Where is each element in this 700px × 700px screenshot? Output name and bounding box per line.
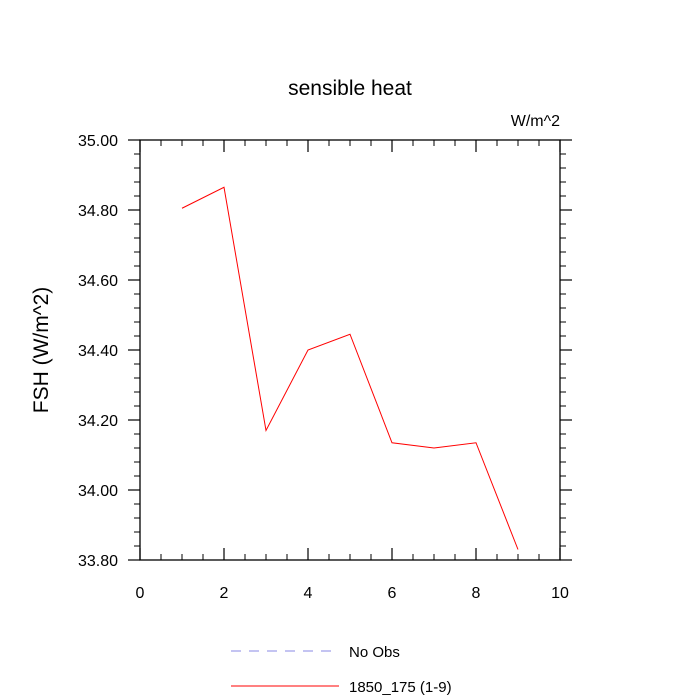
x-tick-label: 10: [551, 585, 569, 602]
series-layer: [181, 186, 519, 550]
y-tick-label: 34.20: [78, 413, 118, 430]
y-axis-label: FSH (W/m^2): [30, 287, 53, 414]
legend-label: 1850_175 (1-9): [349, 679, 452, 696]
units-label: W/m^2: [511, 113, 560, 130]
x-tick-label: 6: [388, 585, 397, 602]
axis-tick-labels: 0 2 4 6 8 10 33.80 34.00 34.20 34.40 34.60 34.80 35.…: [78, 133, 569, 602]
x-tick-label: 2: [220, 585, 229, 602]
legend-label: No Obs: [349, 644, 400, 661]
y-tick-label: 34.60: [78, 273, 118, 290]
y-tick-label: 33.80: [78, 553, 118, 570]
y-tick-label: 34.00: [78, 483, 118, 500]
x-tick-label: 8: [472, 585, 481, 602]
x-tick-label: 0: [136, 585, 145, 602]
y-tick-label: 34.40: [78, 343, 118, 360]
y-tick-label: 35.00: [78, 133, 118, 150]
chart-title: sensible heat: [288, 77, 412, 100]
y-tick-label: 34.80: [78, 203, 118, 220]
legend: No Obs 1850_175 (1-9): [231, 644, 452, 696]
x-tick-label: 4: [304, 585, 313, 602]
axis-ticks: [128, 139, 572, 561]
series-line: [181, 186, 519, 550]
